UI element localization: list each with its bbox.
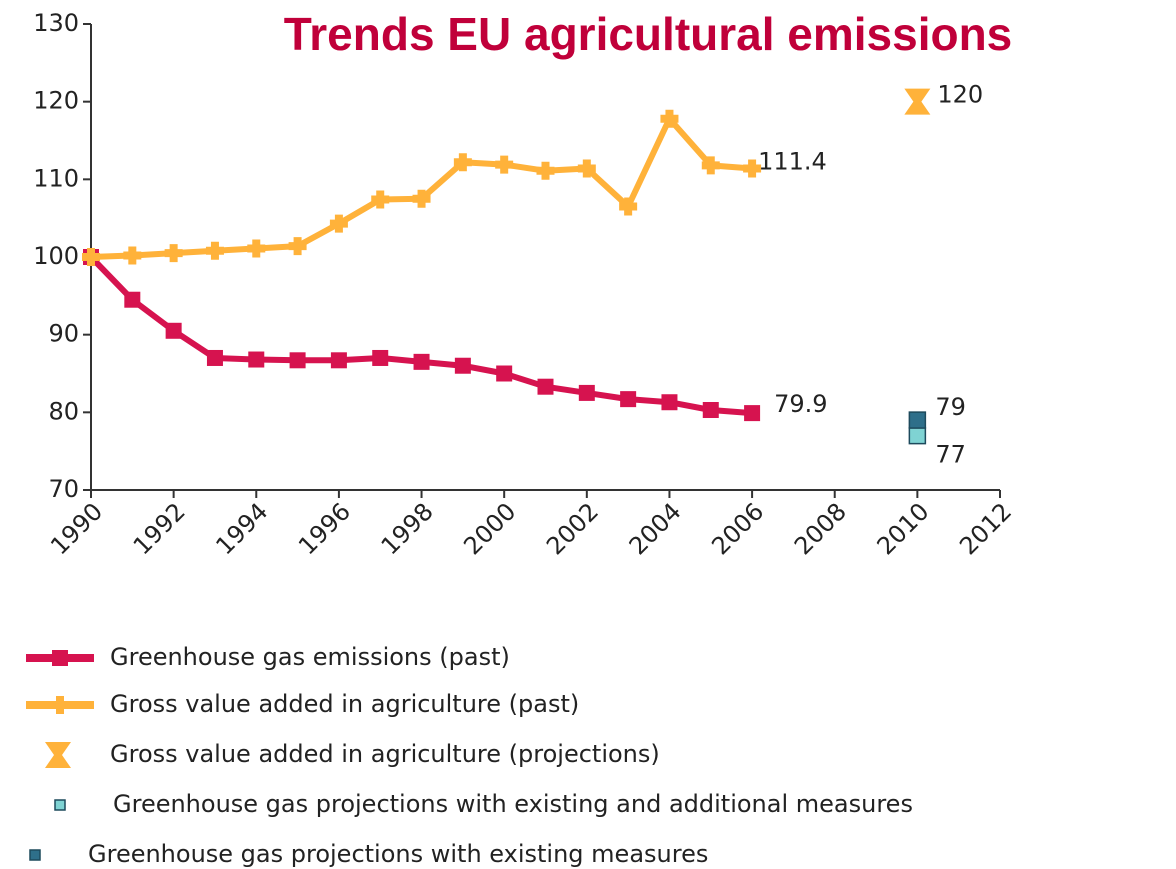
data-label: 77 [935,441,966,469]
legend-label: Greenhouse gas projections with existing… [88,840,708,868]
data-point [123,246,142,265]
data-point [165,322,182,339]
data-point [660,109,679,128]
data-point [661,394,678,411]
data-point [904,88,931,115]
data-point [164,244,183,263]
data-point [908,411,927,429]
data-point [289,352,306,369]
x-tick-label: 1998 [376,497,439,560]
legend-label: Greenhouse gas projections with existing… [113,790,913,818]
legend-label: Gross value added in agriculture (past) [110,690,579,718]
legend-marker [51,696,69,714]
data-point [908,426,927,445]
series-line [90,115,753,260]
y-tick-label: 110 [33,164,79,192]
data-point [537,378,554,395]
y-tick-label: 80 [48,397,79,425]
data-point [496,365,513,382]
y-tick-label: 70 [48,475,79,503]
data-point [578,384,595,401]
data-label: 79.9 [774,390,827,418]
x-tick-label: 2006 [706,497,769,560]
y-tick-label: 120 [33,87,79,115]
data-point [248,351,265,368]
x-tick-label: 1992 [128,497,191,560]
data-point [454,357,471,374]
data-point [412,189,431,208]
data-point [124,291,141,308]
data-point [495,155,514,174]
legend-marker [52,650,68,666]
data-label: 120 [937,81,983,109]
x-tick-label: 2008 [789,497,852,560]
data-point [536,161,555,180]
data-point [620,391,637,408]
data-point [288,237,307,256]
data-label: 111.4 [758,147,827,175]
data-point [330,352,347,369]
data-point [329,214,348,233]
x-tick-label: 1994 [210,497,273,560]
x-tick-label: 2000 [458,497,521,560]
chart-title: Trends EU agricultural emissions [284,8,1013,60]
data-point [371,190,390,209]
x-tick-label: 1990 [45,497,108,560]
data-point [82,248,100,266]
y-tick-label: 130 [33,9,79,37]
data-point [619,197,638,216]
legend-marker [54,799,66,811]
legend-label: Greenhouse gas emissions (past) [110,643,510,671]
data-point [744,405,761,422]
legend-label: Gross value added in agriculture (projec… [110,740,660,768]
data-point [702,402,719,419]
y-tick-label: 90 [48,320,79,348]
legend-marker [29,849,41,861]
series-line [88,254,753,417]
legend-marker [45,742,71,768]
data-point [205,241,224,260]
data-point [372,349,389,366]
data-point [206,349,223,366]
data-point [413,353,430,370]
data-point [743,159,762,178]
x-tick-label: 2002 [541,497,604,560]
x-tick-label: 2012 [954,497,1017,560]
y-tick-label: 100 [33,242,79,270]
data-point [453,153,472,172]
data-point [701,156,720,175]
x-tick-label: 2004 [624,497,687,560]
x-tick-label: 1996 [293,497,356,560]
data-label: 79 [935,393,966,421]
x-tick-label: 2010 [872,497,935,560]
data-point [247,239,266,258]
data-point [577,159,596,178]
